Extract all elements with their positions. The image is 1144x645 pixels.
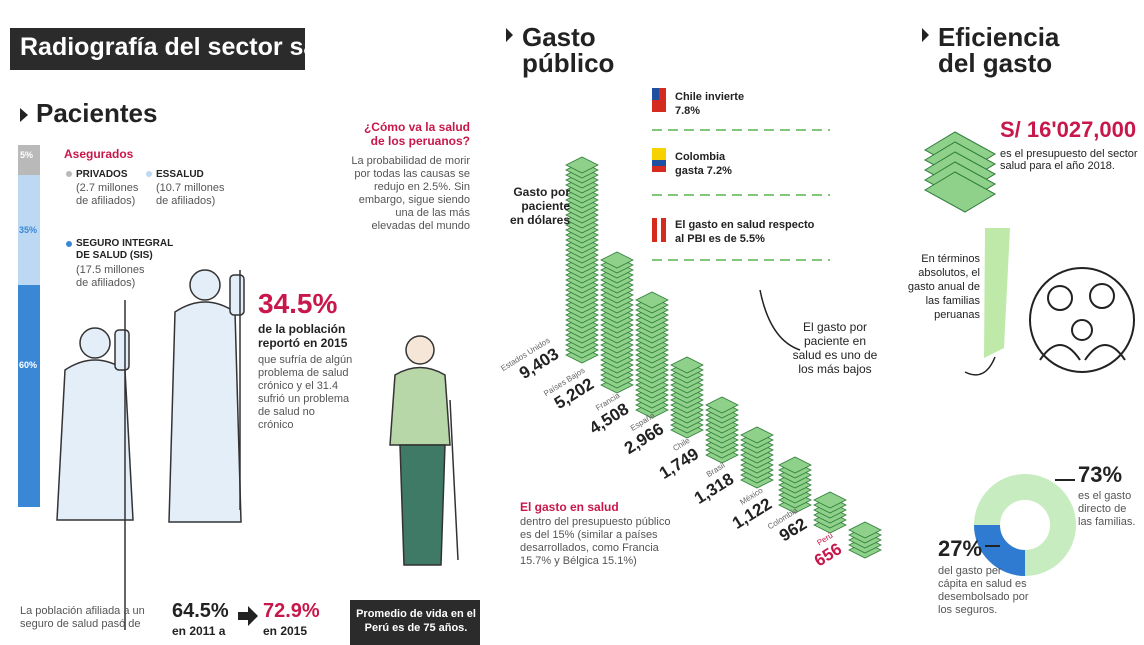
label: (17.5 millones de afiliados)	[76, 264, 156, 290]
label: SEGURO INTEGRAL DE SALUD (SIS)	[76, 238, 186, 262]
flag-col	[652, 160, 666, 166]
flag-col	[652, 166, 666, 172]
dot	[146, 171, 152, 177]
insured-title: Asegurados	[64, 147, 133, 161]
families: En términos absolutos, el gasto anual de…	[905, 252, 980, 322]
family-icon	[1030, 268, 1134, 372]
patients	[57, 270, 244, 630]
bar-label: 5%	[20, 150, 33, 160]
stat-text: que sufría de algún problema de salud cr…	[258, 354, 353, 432]
budget-text: es el presupuesto del sector salud para …	[1000, 148, 1140, 172]
coverage-year: en 2015	[263, 624, 307, 638]
flag-peru	[652, 218, 657, 242]
label: (10.7 millones de afiliados)	[156, 182, 236, 208]
arrow	[238, 606, 258, 626]
question: ¿Cómo va la salud de los peruanos?	[355, 120, 470, 148]
answer: La probabilidad de morir por todas las c…	[350, 155, 470, 233]
ribbon	[984, 228, 1010, 358]
pbi: El gasto en salud respecto al PBI es de …	[675, 218, 825, 246]
section-heading: Pacientes	[36, 100, 157, 126]
per-patient: Gasto por paciente en dólares	[508, 185, 570, 227]
elder	[390, 336, 458, 565]
big-stat: 34.5%	[258, 288, 337, 320]
label: ESSALUD	[156, 168, 204, 182]
dot	[66, 241, 72, 247]
bar-label: 35%	[19, 225, 37, 235]
section-heading: Gasto público	[522, 24, 612, 76]
label: PRIVADOS	[76, 168, 128, 182]
insurance-text: del gasto per cápita en salud es desembo…	[938, 565, 1033, 617]
lowest: El gasto por paciente en salud es uno de…	[790, 320, 880, 376]
dot	[66, 171, 72, 177]
bar-sis	[18, 285, 40, 507]
donut-insurance	[987, 525, 1025, 563]
life-text: Promedio de vida en el Perú es de 75 año…	[356, 607, 476, 635]
flag-chile-blue	[652, 88, 659, 100]
main-title: Radiografía del sector salud	[20, 34, 355, 60]
flag-peru	[661, 218, 666, 242]
label: (2.7 millones de afiliados)	[76, 182, 146, 208]
coverage-year: en 2011 a	[172, 624, 225, 638]
chile: Chile invierte 7.8%	[675, 90, 765, 118]
money-icon	[925, 132, 995, 212]
flag-col	[652, 148, 666, 160]
budget: S/ 16'027,000	[1000, 117, 1136, 143]
pointer	[965, 357, 995, 375]
direct-pct: 73%	[1078, 462, 1122, 488]
direct-text: es el gasto directo de las familias.	[1078, 490, 1140, 529]
budget-lead: El gasto en salud	[520, 500, 619, 514]
coverage-text: La población afiliada a un seguro de sal…	[20, 605, 160, 631]
colombia: Colombia gasta 7.2%	[675, 150, 755, 178]
page: Estados Unidos9,403Países Bajos5,202Fran…	[0, 0, 1144, 645]
coverage-to: 72.9%	[263, 600, 320, 623]
insurance-pct: 27%	[938, 536, 982, 562]
coverage-from: 64.5%	[172, 600, 229, 623]
budget-text: dentro del presupuesto público es del 15…	[520, 516, 685, 568]
stat-lead: de la población reportó en 2015	[258, 322, 348, 350]
section-heading: Eficiencia del gasto	[938, 24, 1058, 76]
stack-value: 656	[811, 539, 845, 570]
bar-label: 60%	[19, 360, 37, 370]
